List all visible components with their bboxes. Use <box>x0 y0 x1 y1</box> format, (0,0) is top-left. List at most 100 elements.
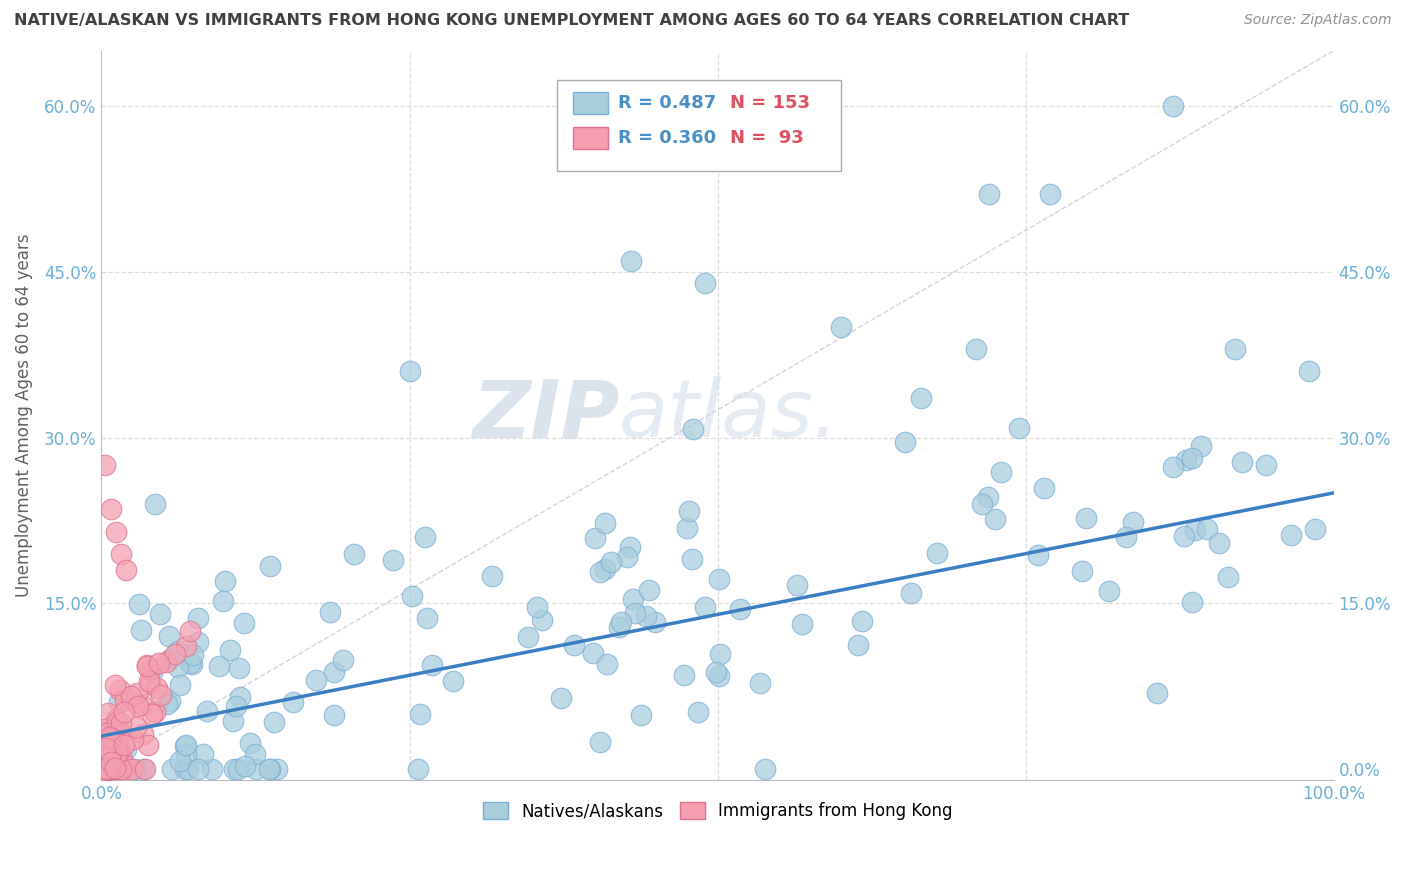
Point <box>90 762 112 776</box>
Point <box>672 667 695 681</box>
Point <box>114 758 136 772</box>
Point <box>103 739 125 753</box>
Point <box>972 497 994 511</box>
Point <box>181 657 204 671</box>
Point <box>564 639 586 653</box>
Point <box>232 616 254 631</box>
Point <box>115 742 138 756</box>
Point <box>96 749 118 764</box>
Point <box>401 589 423 603</box>
Point <box>526 599 548 614</box>
Point <box>91 728 114 742</box>
Point <box>413 530 436 544</box>
Point <box>263 714 285 729</box>
Point <box>530 613 553 627</box>
Point <box>195 704 218 718</box>
Point <box>481 569 503 583</box>
Point <box>1070 564 1092 578</box>
Point <box>588 735 610 749</box>
Point <box>1216 570 1239 584</box>
Point <box>616 549 638 564</box>
Point <box>148 607 170 621</box>
Point <box>1303 522 1326 536</box>
Point <box>138 738 160 752</box>
Point <box>630 707 652 722</box>
Point <box>96 762 118 776</box>
Point <box>176 639 198 653</box>
Point <box>112 705 135 719</box>
Point <box>132 727 155 741</box>
Point <box>409 706 432 721</box>
Point <box>624 606 647 620</box>
Point <box>174 762 197 776</box>
Point <box>1122 516 1144 530</box>
Point <box>107 744 129 758</box>
Point <box>134 762 156 776</box>
Point <box>110 725 132 739</box>
Point <box>114 762 136 776</box>
Point <box>1115 530 1137 544</box>
Point <box>98 762 121 776</box>
Point <box>619 540 641 554</box>
Point <box>169 754 191 768</box>
Point <box>225 699 247 714</box>
Point <box>208 658 231 673</box>
Point <box>749 676 772 690</box>
Point <box>124 762 146 776</box>
Point <box>125 720 148 734</box>
Point <box>1174 452 1197 467</box>
Point <box>141 707 163 722</box>
Point <box>94 741 117 756</box>
Text: R = 0.360: R = 0.360 <box>617 129 716 147</box>
Point <box>1223 342 1246 356</box>
Point <box>163 647 186 661</box>
FancyBboxPatch shape <box>574 92 607 114</box>
Point <box>105 736 128 750</box>
Point <box>179 624 201 638</box>
Point <box>115 563 138 577</box>
Point <box>965 342 987 356</box>
Point <box>187 762 209 776</box>
Point <box>382 553 405 567</box>
Point <box>98 731 121 746</box>
Point <box>100 502 122 516</box>
Point <box>93 762 115 776</box>
Point <box>112 738 135 752</box>
Point <box>342 547 364 561</box>
Point <box>100 756 122 770</box>
Point <box>609 615 631 629</box>
Point <box>583 531 606 545</box>
Point <box>94 762 117 776</box>
Point <box>98 749 121 764</box>
Point <box>141 665 163 679</box>
Point <box>416 610 439 624</box>
Point <box>181 648 204 662</box>
Point <box>93 757 115 772</box>
Point <box>681 552 703 566</box>
Text: Source: ZipAtlas.com: Source: ZipAtlas.com <box>1244 13 1392 28</box>
Point <box>94 722 117 736</box>
Point <box>101 724 124 739</box>
Point <box>620 253 643 268</box>
Text: ZIP: ZIP <box>471 376 619 455</box>
Point <box>239 736 262 750</box>
Point <box>1098 584 1121 599</box>
Point <box>100 762 122 776</box>
Point <box>96 762 118 776</box>
Point <box>160 762 183 776</box>
Point <box>96 751 118 765</box>
Point <box>187 611 209 625</box>
Text: N =  93: N = 93 <box>730 129 804 147</box>
Point <box>110 749 132 764</box>
Point <box>214 574 236 588</box>
Point <box>212 594 235 608</box>
Point <box>103 739 125 754</box>
Point <box>101 745 124 759</box>
Point <box>224 762 246 776</box>
Point <box>131 698 153 712</box>
Point <box>792 616 814 631</box>
Point <box>98 762 121 776</box>
Point <box>103 762 125 776</box>
Point <box>138 674 160 689</box>
Point <box>148 656 170 670</box>
